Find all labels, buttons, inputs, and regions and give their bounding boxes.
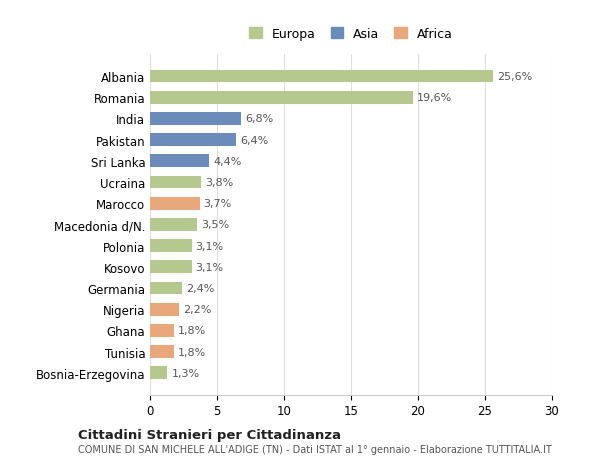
Text: 2,2%: 2,2%	[184, 304, 212, 314]
Text: 3,1%: 3,1%	[196, 262, 224, 272]
Bar	[150, 218, 197, 231]
Text: Cittadini Stranieri per Cittadinanza: Cittadini Stranieri per Cittadinanza	[78, 428, 341, 442]
Text: 25,6%: 25,6%	[497, 72, 532, 82]
Bar	[150, 367, 167, 379]
Bar	[150, 240, 191, 252]
Text: 4,4%: 4,4%	[213, 157, 241, 167]
Text: 1,8%: 1,8%	[178, 326, 206, 336]
Text: 3,1%: 3,1%	[196, 241, 224, 251]
Text: COMUNE DI SAN MICHELE ALL'ADIGE (TN) - Dati ISTAT al 1° gennaio - Elaborazione T: COMUNE DI SAN MICHELE ALL'ADIGE (TN) - D…	[78, 444, 552, 454]
Bar	[150, 325, 174, 337]
Text: 1,3%: 1,3%	[172, 368, 200, 378]
Bar	[150, 303, 179, 316]
Bar	[150, 113, 241, 125]
Bar	[150, 261, 191, 274]
Text: 6,4%: 6,4%	[240, 135, 268, 146]
Text: 19,6%: 19,6%	[416, 93, 452, 103]
Text: 3,5%: 3,5%	[201, 220, 229, 230]
Text: 2,4%: 2,4%	[186, 283, 215, 293]
Bar	[150, 197, 200, 210]
Text: 3,8%: 3,8%	[205, 178, 233, 188]
Text: 1,8%: 1,8%	[178, 347, 206, 357]
Bar	[150, 176, 201, 189]
Bar	[150, 155, 209, 168]
Text: 6,8%: 6,8%	[245, 114, 274, 124]
Bar	[150, 92, 413, 104]
Bar	[150, 134, 236, 147]
Text: 3,7%: 3,7%	[203, 199, 232, 209]
Bar	[150, 282, 182, 295]
Legend: Europa, Asia, Africa: Europa, Asia, Africa	[245, 24, 457, 45]
Bar	[150, 346, 174, 358]
Bar	[150, 71, 493, 83]
